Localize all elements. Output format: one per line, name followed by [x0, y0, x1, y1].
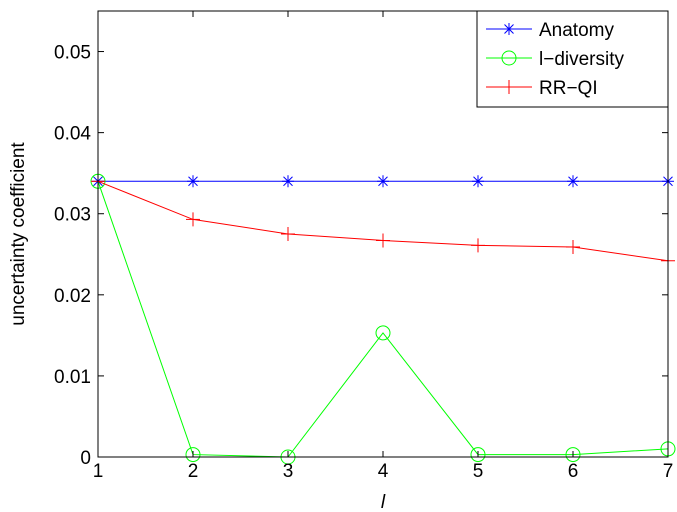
- series-0-point-4-d2: [378, 176, 388, 187]
- legend-entry-0: Anatomy: [486, 20, 614, 41]
- series-0-point-6-d2: [568, 176, 578, 187]
- legend-entry-2: RR−QI: [486, 78, 598, 99]
- series-2-point-4: [376, 233, 390, 248]
- legend-entry-1: l−diversity: [486, 49, 624, 70]
- series-0-point-5-d2: [473, 176, 483, 187]
- y-axis-label: uncertainty coefficient: [8, 142, 29, 326]
- x-tick-label-1: 1: [93, 461, 104, 482]
- series-1-point-2: [185, 447, 201, 463]
- legend-label-1: l−diversity: [539, 49, 624, 70]
- series-2-point-5: [471, 238, 485, 253]
- x-tick-label-5: 5: [473, 461, 484, 482]
- series-1-point-4-shape: [375, 325, 391, 341]
- x-tick-label-4: 4: [378, 461, 389, 482]
- series-0-point-2: [187, 175, 199, 188]
- series-0-point-3-d2: [283, 176, 293, 187]
- x-axis-label: l: [381, 492, 386, 512]
- series-2-point-3: [281, 227, 295, 241]
- y-tick-label-3: 0.03: [54, 205, 91, 226]
- series-1-point-4: [375, 325, 391, 341]
- legend-marker-2: [502, 80, 516, 94]
- legend-label-0: Anatomy: [539, 20, 614, 41]
- legend-marker-0: [503, 23, 515, 35]
- x-tick-label-2: 2: [188, 461, 199, 482]
- y-tick-label-1: 0.01: [54, 367, 91, 388]
- series-1-point-6-shape: [565, 447, 581, 463]
- series-2-point-2: [186, 212, 200, 227]
- series-1-point-2-shape: [185, 447, 201, 463]
- series-2-point-6: [566, 239, 580, 254]
- x-tick-label-7: 7: [663, 461, 674, 482]
- series-1-point-5: [470, 447, 486, 463]
- tick-layer: 1 2 3 4 5 6 7 0 0.01 0.02 0.03 0.04 0.05: [54, 11, 673, 482]
- y-tick-label-5: 0.05: [54, 43, 91, 64]
- series-1-point-5-shape: [470, 447, 486, 463]
- series-1-point-6: [565, 447, 581, 463]
- x-tick-label-6: 6: [568, 461, 579, 482]
- x-tick-label-3: 3: [283, 461, 294, 482]
- y-tick-label-2: 0.02: [54, 286, 91, 307]
- legend-marker-1: [501, 50, 517, 66]
- legend: Anatomy l−diversity RR−QI: [476, 10, 669, 108]
- legend-label-2: RR−QI: [539, 78, 598, 99]
- series-0-point-3: [282, 175, 294, 188]
- series-0-point-4: [377, 175, 389, 188]
- y-tick-label-4: 0.04: [54, 124, 91, 145]
- series-0-point-5: [472, 175, 484, 188]
- legend-marker-1-shape: [501, 50, 517, 66]
- series-0-point-2-d2: [188, 176, 198, 187]
- legend-marker-0-d2: [504, 24, 514, 34]
- y-tick-label-0: 0: [80, 448, 91, 469]
- series-0-point-6: [567, 175, 579, 188]
